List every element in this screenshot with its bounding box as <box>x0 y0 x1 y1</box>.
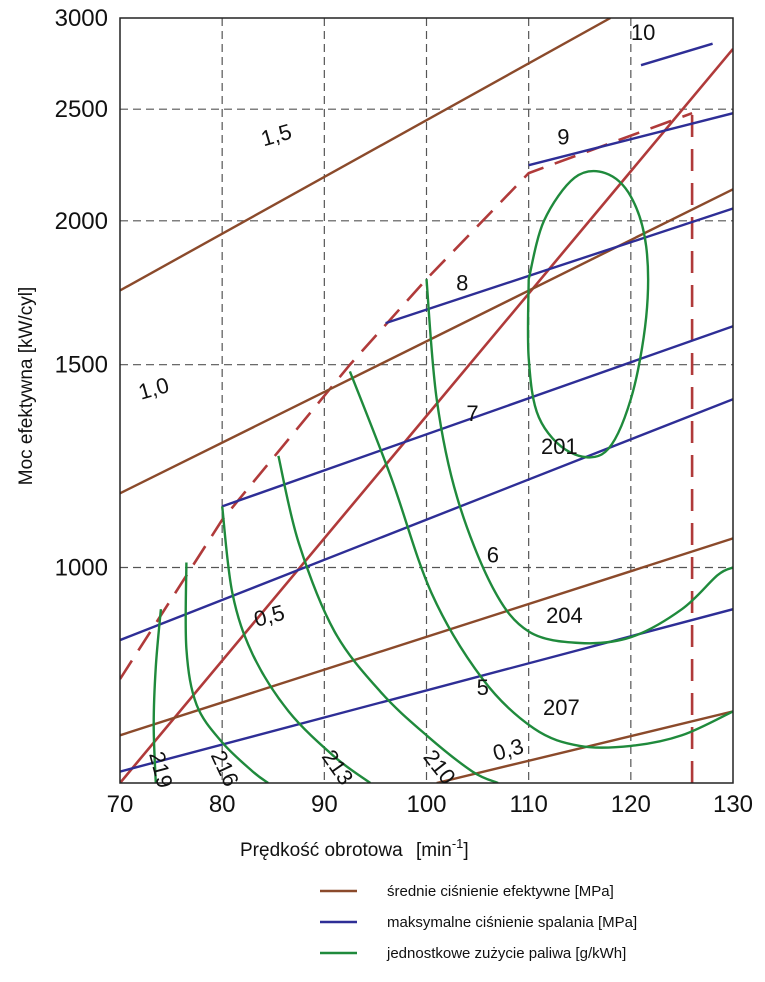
mean-pressure-label-1-5: 1,5 <box>258 119 294 151</box>
y-tick-label-1500: 1500 <box>55 352 108 379</box>
mean-pressure-label-1-0: 1,0 <box>136 372 172 404</box>
plot-frame <box>119 17 734 784</box>
max-pressure-label-7: 7 <box>466 401 478 426</box>
x-axis-title-text: Prędkość obrotowa <box>240 840 403 861</box>
y-axis-title: Moc efektywna [kW/cyl] <box>16 287 37 486</box>
x-tick-label-110: 110 <box>510 791 548 818</box>
max-pressure-label-6: 6 <box>487 543 499 568</box>
y-tick-label-3000: 3000 <box>55 5 108 32</box>
fuel-contour-207 <box>348 370 733 749</box>
x-tick-label-70: 70 <box>107 791 134 818</box>
mean-pressure-line-0-5 <box>120 537 733 737</box>
fuel-contour-210 <box>277 455 499 783</box>
max-pressure-line-7 <box>221 325 733 508</box>
legend: średnie ciśnienie efektywne [MPa] maksyma… <box>320 883 637 962</box>
fuel-contour-213 <box>221 506 372 783</box>
x-tick-label-120: 120 <box>611 791 651 818</box>
fuel-contour-201 <box>526 169 650 459</box>
limit-line-2 <box>120 111 693 680</box>
fuel-contour-219 <box>152 609 163 783</box>
max-pressure-label-8: 8 <box>456 270 468 295</box>
y-tick-label-1000: 1000 <box>55 555 108 582</box>
x-axis-unit: min <box>421 840 452 861</box>
limit-line-1 <box>120 48 733 783</box>
max-pressure-line-6 <box>120 398 733 642</box>
fuel-contour-label-207: 207 <box>543 695 580 720</box>
max-pressure-label-5: 5 <box>477 675 489 700</box>
max-pressure-line-9 <box>528 112 733 167</box>
grid-layer <box>120 18 733 783</box>
fuel-contour-label-204: 204 <box>546 603 583 628</box>
x-tick-label-90: 90 <box>311 791 338 818</box>
legend-label-2: maksymalne ciśnienie spalania [MPa] <box>387 914 637 931</box>
legend-label-1: średnie ciśnienie efektywne [MPa] <box>387 883 614 900</box>
x-axis-title: Prędkość obrotowa [min-1] <box>240 836 469 861</box>
mean-pressure-line-1-0 <box>120 188 733 495</box>
x-axis-unit-close: ] <box>463 840 468 861</box>
tick-labels-layer: 70 80 90 100 110 120 130 1000 1500 2000 2500 3000 <box>55 5 753 818</box>
max-pressure-label-10: 10 <box>631 20 655 45</box>
x-tick-label-100: 100 <box>406 791 446 818</box>
y-tick-label-2500: 2500 <box>55 96 108 123</box>
y-tick-label-2000: 2000 <box>55 208 108 235</box>
legend-label-3: jednostkowe zużycie paliwa [g/kWh] <box>386 945 626 962</box>
mean-pressure-label-0-5: 0,5 <box>251 600 287 632</box>
x-tick-label-130: 130 <box>713 791 753 818</box>
x-axis-unit-open: [ <box>416 840 422 861</box>
max-pressure-line-8 <box>385 207 733 325</box>
curves-layer <box>120 18 733 783</box>
mean-pressure-line-1-5 <box>120 18 611 292</box>
fuel-contour-label-216: 216 <box>206 746 244 790</box>
max-pressure-label-9: 9 <box>557 124 569 149</box>
x-axis-unit-exp: -1 <box>452 836 464 851</box>
fuel-contour-label-219: 219 <box>144 749 178 791</box>
fuel-contour-204 <box>425 278 733 645</box>
mean-pressure-label-0-3: 0,3 <box>490 733 526 765</box>
x-tick-label-80: 80 <box>209 791 236 818</box>
fuel-contour-216 <box>184 562 269 783</box>
fuel-contour-label-201: 201 <box>541 434 578 459</box>
max-pressure-line-10 <box>640 42 713 67</box>
